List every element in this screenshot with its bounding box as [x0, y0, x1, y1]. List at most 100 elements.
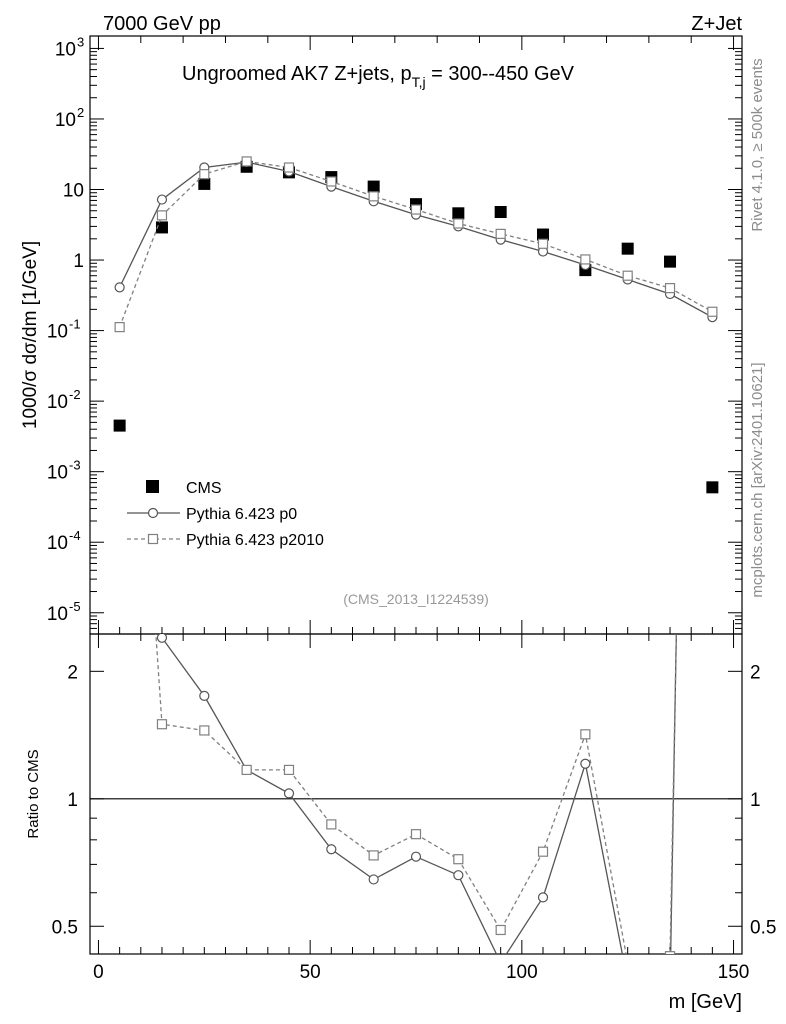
main-y-tick-exponent: 3 — [77, 34, 84, 49]
ratio-y-tick-labels: 0.5 0.5 1 1 2 2 — [52, 662, 777, 938]
rivet-version-label: Rivet 4.1.0, ≥ 500k events — [749, 58, 766, 231]
ratio-p2010-point — [368, 850, 379, 861]
legend: CMS Pythia 6.423 p0 Pythia 6.423 p2010 — [127, 480, 324, 549]
ratio-p0-point — [368, 874, 379, 885]
ratio-axis-ticks — [90, 634, 742, 954]
main-title: Ungroomed AK7 Z+jets, pT,j = 300--450 Ge… — [182, 63, 575, 90]
cms-data-point — [706, 481, 719, 494]
p2010-point — [114, 322, 125, 333]
cms-data-point — [155, 221, 168, 234]
main-y-tick-label: 10 — [47, 392, 68, 413]
legend-p2010-marker — [147, 533, 159, 545]
ratio-p2010-point — [453, 854, 464, 865]
ratio-p0-point — [453, 870, 464, 881]
main-y-tick-label: 10 — [55, 110, 76, 131]
ratio-series-layer — [155, 634, 677, 986]
p2010-point — [241, 156, 252, 167]
p2010-point — [156, 210, 168, 221]
ratio-y-tick-label: 1 — [67, 790, 78, 811]
ratio-y-axis-label: Ratio to CMS — [25, 749, 42, 838]
cms-data-point — [664, 255, 677, 268]
ratio-p2010-point — [495, 924, 506, 936]
ratio-p0-point — [496, 958, 505, 967]
analysis-id-label: (CMS_2013_I1224539) — [343, 591, 489, 607]
main-series-layer — [113, 156, 719, 494]
p2010-point — [453, 218, 464, 229]
ratio-p2010-point — [623, 958, 632, 967]
ratio-p0-point — [326, 844, 337, 855]
ratio-p2010-point — [283, 764, 295, 776]
legend-cms-marker — [146, 480, 159, 493]
main-y-tick-label: 10 — [47, 533, 68, 554]
p2010-point — [537, 238, 549, 249]
main-y-tick-exponent: -1 — [69, 317, 81, 332]
p2010-point — [495, 228, 506, 239]
header-left-label: 7000 GeV pp — [103, 13, 221, 35]
ratio-y-tick-label-right: 0.5 — [750, 917, 776, 938]
x-tick-label: 150 — [718, 962, 750, 983]
cms-data-point — [452, 207, 465, 220]
mcplots-reference-label: mcplots.cern.ch [arXiv:2401.10621] — [749, 362, 766, 597]
p2010-point — [326, 176, 337, 187]
main-y-tick-exponent: -4 — [69, 528, 81, 543]
cms-data-point — [367, 180, 380, 193]
ratio-plot-frame — [89, 633, 743, 955]
cms-data-point — [537, 228, 550, 241]
legend-p2010-label: Pythia 6.423 p2010 — [186, 532, 324, 549]
p2010-point — [664, 283, 676, 294]
legend-cms-label: CMS — [186, 480, 222, 497]
ratio-p2010-point — [241, 764, 252, 776]
ratio-p2010-point — [580, 729, 591, 740]
main-y-tick-exponent: -5 — [69, 599, 81, 614]
ratio-y-tick-label-right: 2 — [750, 662, 761, 683]
ratio-p2010-point — [410, 829, 422, 840]
main-y-axis-label: 1000/σ dσ/dm [1/GeV] — [20, 241, 41, 429]
ratio-y-tick-label-right: 1 — [750, 790, 761, 811]
main-y-tick-label: 10 — [47, 322, 68, 343]
ratio-p0-point — [410, 851, 422, 862]
main-axis-ticks — [90, 36, 742, 635]
x-tick-label: 50 — [300, 962, 321, 983]
ratio-p2010-point — [156, 719, 168, 730]
legend-p0-marker — [147, 507, 159, 519]
x-tick-labels: 0 50 100 150 — [93, 962, 749, 983]
main-y-tick-exponent: 2 — [77, 105, 84, 120]
x-tick-label: 100 — [506, 962, 538, 983]
ratio-y-tick-label: 2 — [67, 662, 78, 683]
cms-data-point — [621, 242, 634, 255]
ratio-p2010-point — [664, 951, 676, 954]
main-y-tick-label: 10 — [47, 604, 68, 625]
ratio-p0-point — [580, 758, 591, 769]
p2010-point — [707, 306, 718, 317]
main-y-tick-exponent: -2 — [69, 387, 81, 402]
ratio-series-line-0 — [157, 634, 677, 954]
p2010-point — [410, 204, 422, 215]
ratio-p2010-point — [537, 846, 549, 857]
main-y-tick-exponent: -3 — [69, 458, 81, 473]
x-tick-label: 0 — [93, 962, 104, 983]
cms-data-point — [198, 177, 211, 190]
p2010-point — [622, 270, 633, 281]
ratio-p0-point — [537, 892, 549, 903]
ratio-p0-point — [199, 690, 210, 701]
main-y-tick-label: 10 — [55, 39, 76, 60]
ratio-p2010-point — [199, 725, 210, 736]
ratio-p0-point — [156, 634, 168, 643]
ratio-p0-point — [623, 977, 632, 986]
cms-data-point — [494, 205, 507, 218]
ratio-p2010-point — [326, 819, 337, 830]
legend-p0-label: Pythia 6.423 p0 — [186, 506, 297, 523]
p2010-point — [580, 254, 591, 265]
cms-data-point — [113, 419, 126, 432]
ratio-y-tick-label: 0.5 — [52, 917, 78, 938]
main-y-tick-label: 1 — [73, 251, 84, 272]
header-right-label: Z+Jet — [691, 13, 742, 35]
ratio-series-line-1 — [155, 634, 677, 954]
main-y-tick-label: 10 — [63, 181, 84, 202]
p0-point — [114, 282, 125, 293]
ratio-p0-point — [283, 788, 295, 799]
p2010-point — [199, 169, 210, 180]
main-y-tick-label: 10 — [47, 463, 68, 484]
